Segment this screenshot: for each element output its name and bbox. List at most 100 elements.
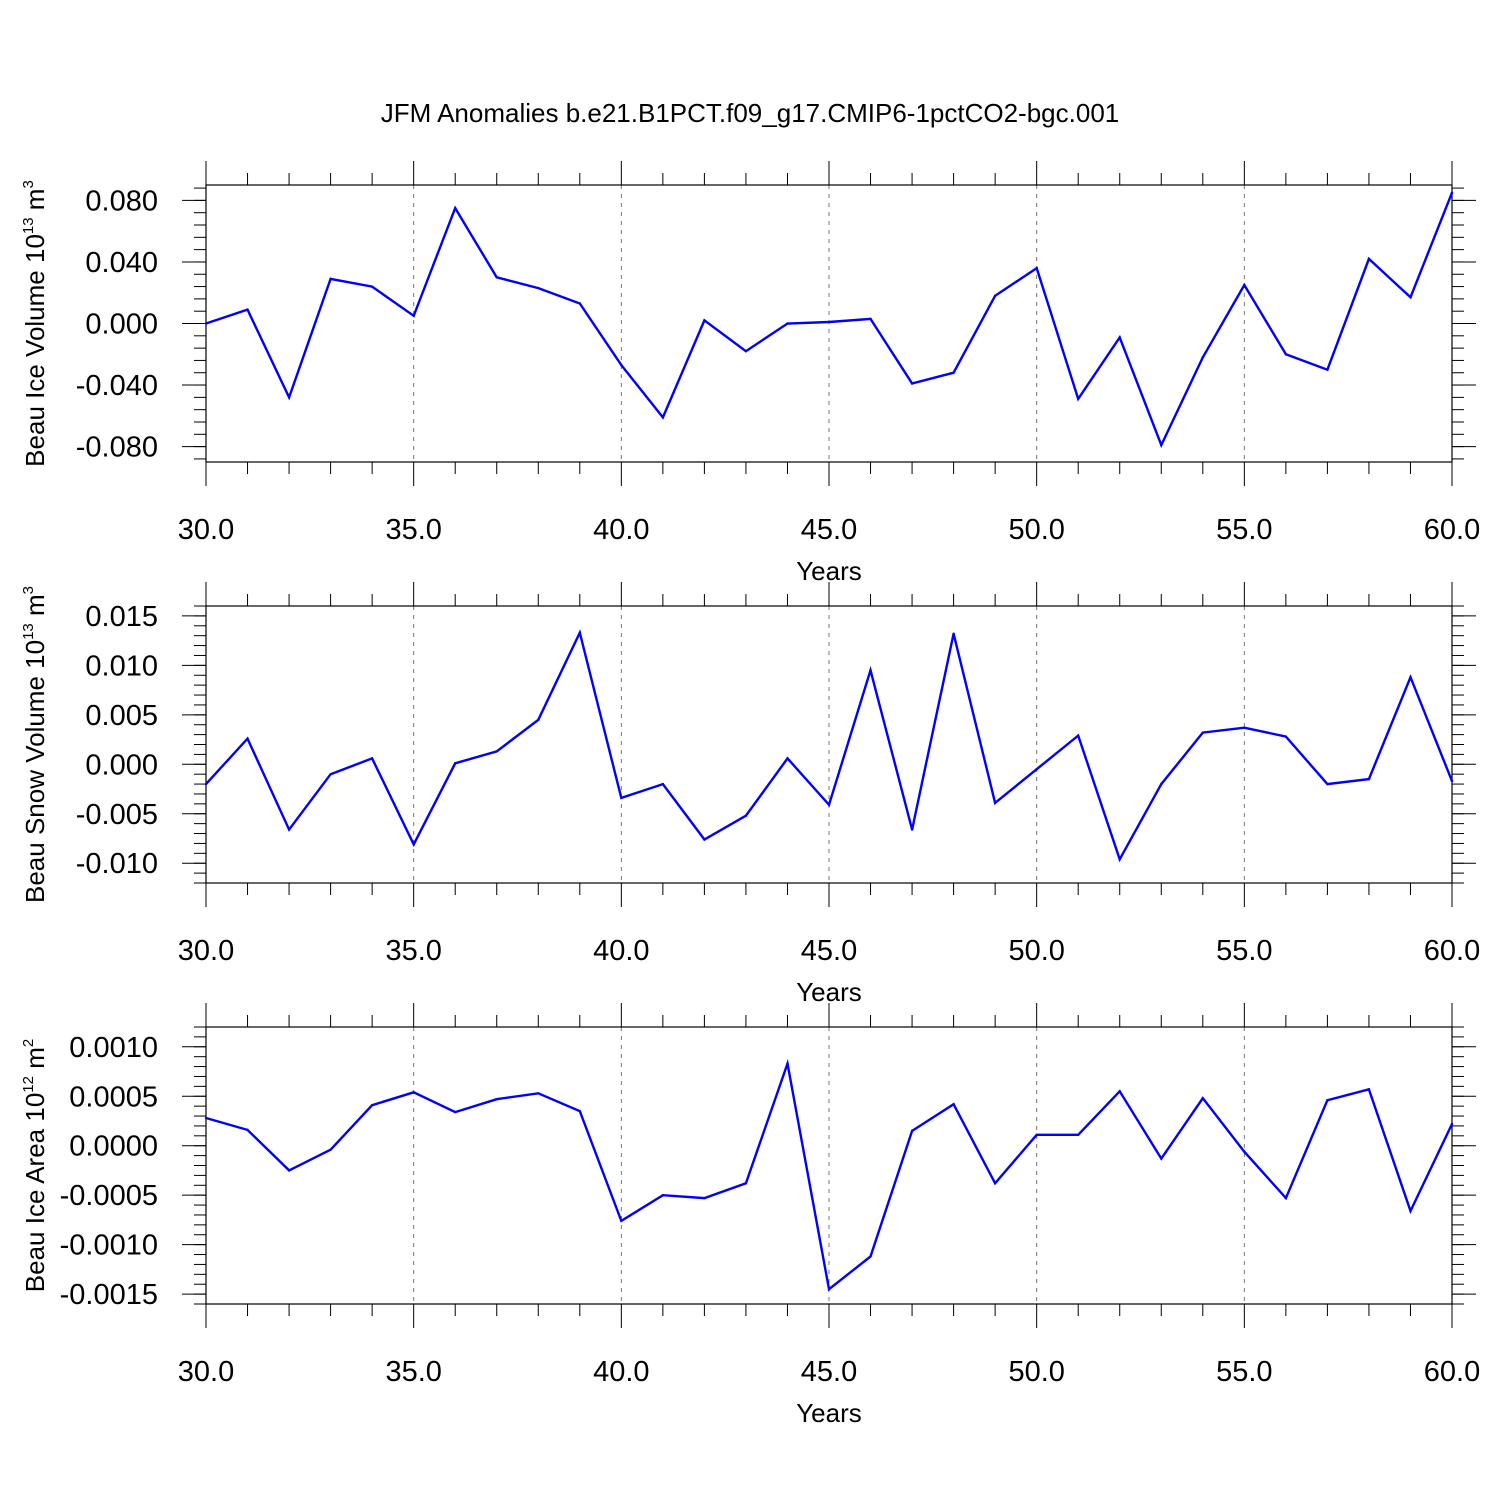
x-tick-label: 30.0 [178,1356,234,1388]
data-point [827,1287,831,1291]
data-point [1077,734,1080,737]
x-tick-label: 50.0 [1008,935,1064,967]
y-tick-label: 0.0010 [69,1032,158,1064]
data-point [661,416,665,419]
y-axis-label-unit-exponent: 3 [20,586,37,594]
data-point [703,838,706,841]
y-axis-label: Beau Ice Volume 1013 m3 [20,180,50,467]
x-tick-label: 40.0 [593,514,649,546]
data-point [1077,1133,1080,1137]
data-point [1367,257,1371,261]
data-point [620,1219,623,1223]
y-axis-label-unit: m [20,189,50,218]
data-point [370,285,374,288]
x-tick-label: 30.0 [178,514,234,546]
data-point [578,631,581,634]
data-point [1035,266,1038,270]
data-point [204,782,208,786]
data-point [1284,1196,1288,1200]
x-tick-label: 50.0 [1008,514,1064,546]
data-point [495,750,498,753]
data-point [287,828,291,831]
x-tick-label: 30.0 [178,935,234,967]
data-point [993,801,997,805]
data-point [1243,283,1246,287]
data-point [1118,858,1121,861]
panel-2: 0.015 0.010 0.005 0.000 -0.005 -0.010 30.0 35.0… [20,582,1480,1007]
data-point [661,782,665,786]
chart-title: JFM Anomalies b.e21.B1PCT.f09_g17.CMIP6-… [381,98,1120,128]
data-point [952,371,955,374]
data-point [661,1193,665,1197]
x-tick-label: 35.0 [385,1356,441,1388]
y-tick-label: -0.010 [76,848,158,880]
x-tick-label: 50.0 [1008,1356,1064,1388]
data-point [827,320,831,324]
data-point [1409,296,1412,299]
data-point [786,1062,789,1065]
y-tick-label: 0.010 [85,650,158,682]
y-axis-label-text: Beau Ice Volume 10 [20,234,50,467]
x-tick-label: 40.0 [593,935,649,967]
data-point [1450,779,1454,783]
data-point [869,317,872,321]
data-point [869,669,872,672]
data-point [495,276,498,279]
data-point [869,1255,872,1258]
y-tick-label: 0.0000 [69,1131,158,1163]
x-tick-label: 60.0 [1424,935,1480,967]
y-axis-label-exponent: 13 [20,217,37,234]
x-tick-label: 45.0 [801,514,857,546]
data-point [246,737,249,740]
y-tick-label: -0.0010 [60,1230,158,1262]
y-tick-label: 0.080 [85,185,158,217]
y-axis-label: Beau Snow Volume 1013 m3 [20,586,50,903]
y-tick-label: 0.000 [85,309,158,341]
data-point [495,1098,498,1101]
data-point [537,286,540,290]
y-axis-label-text: Beau Snow Volume 10 [20,640,50,903]
data-point [1409,676,1412,679]
data-point [786,757,789,760]
y-tick-label: -0.080 [76,432,158,464]
data-point [246,1128,249,1132]
x-tick-label: 40.0 [593,1356,649,1388]
data-point [537,1092,540,1095]
y-tick-label: -0.0015 [60,1279,158,1311]
y-tick-label: -0.040 [76,370,158,402]
y-axis-label: Beau Ice Area 1012 m2 [20,1039,50,1292]
data-point [703,319,706,322]
data-point [1284,735,1288,738]
data-point [1326,782,1329,786]
plot-frame [205,605,1453,884]
data-point [1160,1157,1163,1160]
y-tick-label: 0.040 [85,247,158,279]
data-point [910,382,914,385]
data-point [952,1102,955,1106]
data-point [1326,368,1329,371]
x-axis-label: Years [796,556,862,586]
y-tick-label: 0.015 [85,601,158,633]
y-axis-label-unit: m [20,1047,50,1076]
data-point [412,1091,415,1094]
data-point [370,757,374,760]
data-point [454,762,457,765]
data-point [1326,1099,1329,1102]
y-axis-label-unit-exponent: 3 [20,180,37,188]
data-point [1035,1133,1038,1137]
data-point [1243,726,1246,729]
data-point [910,828,914,831]
x-tick-label: 45.0 [801,935,857,967]
x-tick-label: 35.0 [385,935,441,967]
y-axis-label-unit-exponent: 2 [20,1039,37,1047]
y-tick-label: 0.0005 [69,1081,158,1113]
data-point [910,1129,914,1133]
data-point [412,843,415,846]
data-point [827,803,831,807]
x-tick-label: 55.0 [1216,514,1272,546]
y-axis-label-exponent: 12 [20,1076,37,1093]
data-point [329,1148,332,1151]
y-tick-label: 0.000 [85,749,158,781]
data-point [287,396,291,399]
data-point [1409,1209,1412,1213]
